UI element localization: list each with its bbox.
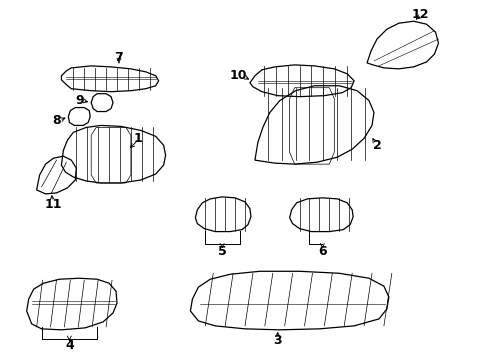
Text: 7: 7 xyxy=(114,51,123,64)
Text: 11: 11 xyxy=(44,198,62,211)
Text: 12: 12 xyxy=(411,8,428,21)
Text: 4: 4 xyxy=(65,339,74,352)
Text: 3: 3 xyxy=(273,334,282,347)
Text: 8: 8 xyxy=(52,114,61,127)
Text: 6: 6 xyxy=(317,245,326,258)
Text: 9: 9 xyxy=(75,94,83,107)
Text: 2: 2 xyxy=(372,139,381,152)
Text: 1: 1 xyxy=(133,132,142,145)
Text: 10: 10 xyxy=(229,69,246,82)
Text: 5: 5 xyxy=(217,245,226,258)
